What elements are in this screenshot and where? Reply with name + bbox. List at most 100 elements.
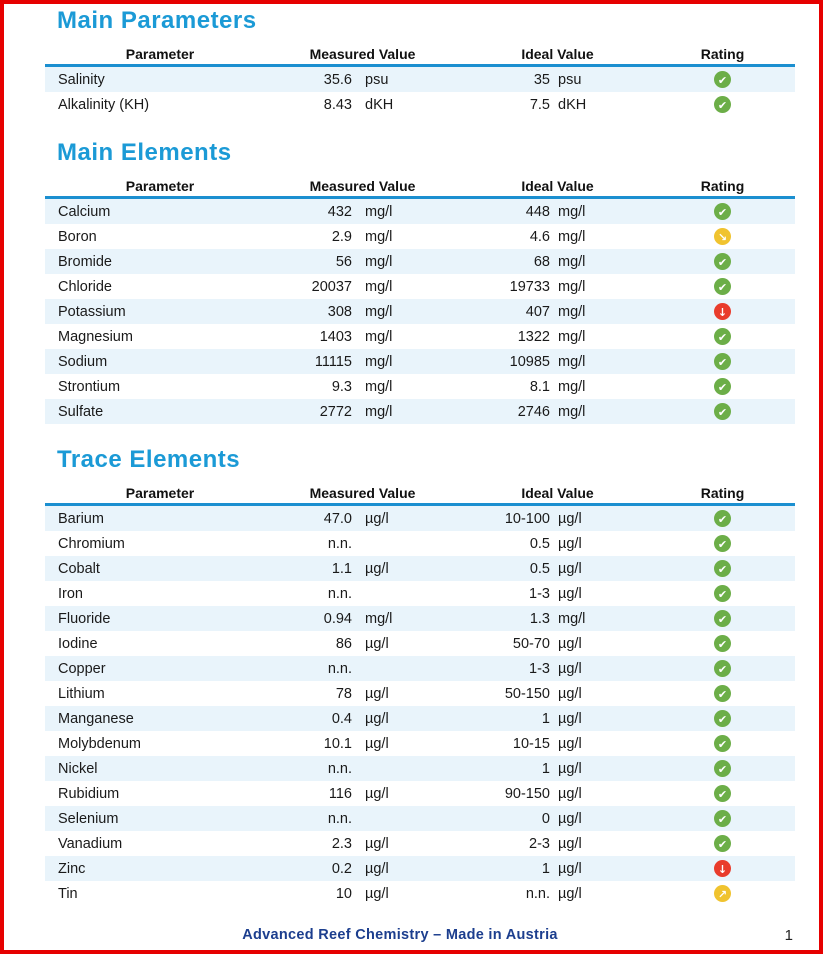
rating-cell: ✔ — [650, 96, 795, 113]
table-row: Sulfate 2772 mg/l 2746 mg/l ✔ — [45, 399, 795, 424]
measured-value: 0.4 — [331, 710, 352, 727]
param-name: Vanadium — [58, 835, 123, 852]
ideal-value: 50-70 — [512, 635, 550, 652]
measured-value: 86 — [335, 635, 352, 652]
ideal-unit: mg/l — [558, 403, 586, 420]
ideal-value: 448 — [525, 203, 550, 220]
table-header-row: Parameter Measured Value Ideal Value Rat… — [45, 483, 795, 506]
rating-cell: ↘ — [650, 228, 795, 245]
param-name: Rubidium — [58, 785, 120, 802]
measured-value: 0.94 — [323, 610, 352, 627]
rating-ok-icon: ✔ — [714, 278, 731, 295]
ideal-unit: dKH — [558, 96, 587, 113]
col-header-rating: Rating — [700, 178, 745, 194]
parameters-table: Parameter Measured Value Ideal Value Rat… — [45, 176, 795, 424]
rating-cell: ↗ — [650, 885, 795, 902]
measured-unit: mg/l — [365, 378, 393, 395]
measured-value: 47.0 — [323, 510, 352, 527]
table-row: Salinity 35.6 psu 35 psu ✔ — [45, 67, 795, 92]
measured-value: n.n. — [327, 535, 352, 552]
rating-cell: ✔ — [650, 610, 795, 627]
rating-ok-icon: ✔ — [714, 71, 731, 88]
report-section: Main Parameters Parameter Measured Value… — [45, 6, 795, 117]
ideal-value: 68 — [533, 253, 550, 270]
table-row: Nickel n.n. 1 µg/l ✔ — [45, 756, 795, 781]
measured-unit: mg/l — [365, 228, 393, 245]
measured-unit: mg/l — [365, 353, 393, 370]
param-name: Iron — [58, 585, 83, 602]
ideal-unit: µg/l — [558, 560, 582, 577]
section-title: Trace Elements — [57, 446, 241, 473]
rating-slightly-low-icon: ↘ — [714, 228, 731, 245]
rating-cell: ✔ — [650, 328, 795, 345]
measured-value: 20037 — [311, 278, 352, 295]
ideal-unit: µg/l — [558, 785, 582, 802]
table-row: Vanadium 2.3 µg/l 2-3 µg/l ✔ — [45, 831, 795, 856]
measured-unit: µg/l — [365, 710, 389, 727]
ideal-value: 10-15 — [512, 735, 550, 752]
col-header-parameter: Parameter — [125, 485, 195, 501]
table-row: Alkalinity (KH) 8.43 dKH 7.5 dKH ✔ — [45, 92, 795, 117]
ideal-value: 10985 — [509, 353, 550, 370]
rating-cell: ✔ — [650, 810, 795, 827]
rating-ok-icon: ✔ — [714, 203, 731, 220]
ideal-value: 50-150 — [504, 685, 550, 702]
param-name: Manganese — [58, 710, 134, 727]
ideal-value: 7.5 — [529, 96, 550, 113]
ideal-value: 19733 — [509, 278, 550, 295]
table-row: Rubidium 116 µg/l 90-150 µg/l ✔ — [45, 781, 795, 806]
rating-low-icon: ↓ — [714, 860, 731, 877]
measured-value: 1.1 — [331, 560, 352, 577]
ideal-unit: µg/l — [558, 735, 582, 752]
table-row: Sodium 11115 mg/l 10985 mg/l ✔ — [45, 349, 795, 374]
table-row: Potassium 308 mg/l 407 mg/l ↓ — [45, 299, 795, 324]
page-number: 1 — [784, 927, 793, 944]
param-name: Salinity — [58, 71, 105, 88]
page-footer: Advanced Reef Chemistry – Made in Austri… — [45, 927, 795, 947]
measured-value: 308 — [327, 303, 352, 320]
table-row: Calcium 432 mg/l 448 mg/l ✔ — [45, 199, 795, 224]
col-header-measured-value: Measured Value — [309, 178, 416, 194]
ideal-unit: psu — [558, 71, 582, 88]
rating-ok-icon: ✔ — [714, 585, 731, 602]
table-header-row: Parameter Measured Value Ideal Value Rat… — [45, 176, 795, 199]
table-row: Cobalt 1.1 µg/l 0.5 µg/l ✔ — [45, 556, 795, 581]
measured-value: 9.3 — [331, 378, 352, 395]
measured-unit: mg/l — [365, 253, 393, 270]
table-row: Chloride 20037 mg/l 19733 mg/l ✔ — [45, 274, 795, 299]
param-name: Sulfate — [58, 403, 104, 420]
table-row: Boron 2.9 mg/l 4.6 mg/l ↘ — [45, 224, 795, 249]
table-row: Manganese 0.4 µg/l 1 µg/l ✔ — [45, 706, 795, 731]
ideal-unit: µg/l — [558, 535, 582, 552]
measured-value: 11115 — [314, 353, 352, 370]
ideal-unit: µg/l — [558, 835, 582, 852]
rating-cell: ✔ — [650, 835, 795, 852]
rating-slightly-high-icon: ↗ — [714, 885, 731, 902]
ideal-value: 0 — [541, 810, 550, 827]
param-name: Magnesium — [58, 328, 133, 345]
ideal-value: 4.6 — [529, 228, 550, 245]
ideal-unit: mg/l — [558, 278, 586, 295]
measured-value: 10 — [335, 885, 352, 902]
param-name: Boron — [58, 228, 97, 245]
ideal-unit: µg/l — [558, 710, 582, 727]
ideal-value: 407 — [525, 303, 550, 320]
table-body: Barium 47.0 µg/l 10-100 µg/l ✔ Chromium … — [45, 506, 795, 906]
ideal-value: 2-3 — [529, 835, 550, 852]
measured-unit: µg/l — [365, 785, 389, 802]
ideal-value: 1 — [541, 760, 550, 777]
ideal-unit: µg/l — [558, 760, 582, 777]
rating-ok-icon: ✔ — [714, 535, 731, 552]
rating-ok-icon: ✔ — [714, 835, 731, 852]
param-name: Alkalinity (KH) — [58, 96, 150, 113]
rating-cell: ✔ — [650, 378, 795, 395]
rating-ok-icon: ✔ — [714, 660, 731, 677]
measured-value: 2.9 — [331, 228, 352, 245]
measured-unit: mg/l — [365, 303, 393, 320]
param-name: Calcium — [58, 203, 111, 220]
measured-unit: dKH — [365, 96, 394, 113]
ideal-unit: µg/l — [558, 810, 582, 827]
table-row: Strontium 9.3 mg/l 8.1 mg/l ✔ — [45, 374, 795, 399]
ideal-unit: mg/l — [558, 228, 586, 245]
measured-unit: mg/l — [365, 203, 393, 220]
